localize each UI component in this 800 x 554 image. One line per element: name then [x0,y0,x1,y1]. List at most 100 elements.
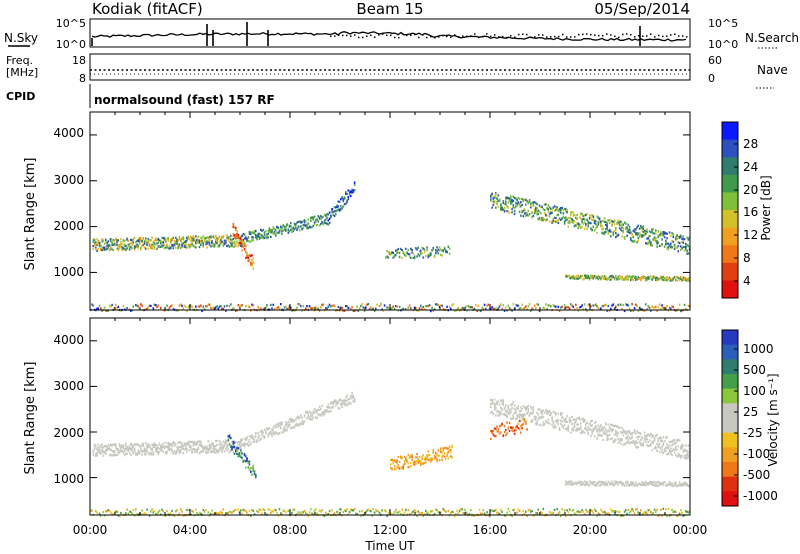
power-echo [566,211,568,214]
velocity-echo [320,407,322,410]
velocity-echo [127,512,130,515]
power-echo [586,274,588,277]
power-echo [215,238,217,241]
velocity-echo [348,511,351,514]
power-echo [182,236,185,239]
velocity-echo [608,482,611,485]
velocity-echo [627,481,630,484]
velocity-echo [613,483,616,486]
velocity-echo [505,515,507,518]
power-echo [295,226,297,229]
power-echo [116,239,118,242]
power-echo [610,230,612,233]
power-echo [107,240,110,243]
power-echo [343,309,346,312]
velocity-echo [308,410,311,413]
power-echo [155,304,157,307]
nsearch-point [542,34,544,36]
power-echo [423,248,426,251]
power-echo [521,197,523,201]
velocity-echo [240,509,242,512]
date-title: 05/Sep/2014 [594,0,690,18]
power-echo [562,212,565,215]
power-echo [610,235,612,238]
power-echo [635,228,637,231]
power-echo [235,242,237,245]
power-echo [130,238,132,241]
velocity-echo [97,443,100,446]
power-echo [445,250,447,253]
power-echo [602,276,605,279]
power-echo [410,247,412,250]
power-echo [186,246,188,249]
velocity-echo [513,432,516,435]
power-echo [607,277,610,280]
velocity-echo [593,421,596,424]
velocity-echo [652,442,655,445]
velocity-echo [633,441,636,444]
power-echo [238,240,241,243]
velocity-echo [185,447,187,450]
velocity-echo [596,437,598,440]
velocity-echo [181,510,183,513]
velocity-echo [628,432,631,435]
power-echo [203,237,206,240]
power-echo [125,248,127,251]
power-echo [501,307,503,310]
power-echo [107,246,110,249]
velocity-echo [313,408,316,411]
power-echo [610,278,612,281]
velocity-echo [268,508,271,511]
xtick-20: 20:00 [573,523,608,537]
power-echo [586,277,588,280]
power-echo [326,222,328,225]
velocity-echo [163,445,166,448]
power-echo [200,304,202,307]
power-echo [276,231,278,234]
velocity-echo [141,453,143,456]
velocity-colorbar-swatch [722,462,738,478]
power-echo [598,221,601,224]
velocity-echo [306,513,308,516]
power-echo [543,203,546,206]
power-echo [685,308,687,311]
velocity-echo [638,482,641,485]
velocity-echo [620,514,622,518]
power-echo [156,242,158,245]
velocity-echo [425,461,427,464]
power-echo [582,278,585,281]
power-echo [517,304,520,307]
velocity-echo [543,411,546,414]
power-echo [116,247,118,250]
velocity-echo [105,452,107,455]
velocity-echo [681,443,683,447]
velocity-echo [258,508,261,511]
velocity-echo [643,483,646,486]
velocity-echo [661,482,663,485]
power-echo [668,279,671,282]
power-echo [553,216,556,219]
velocity-echo [503,412,506,416]
velocity-echo [323,409,326,412]
velocity-echo [250,467,252,470]
power-echo [247,259,250,263]
power-echo [555,205,557,209]
velocity-echo [105,449,107,452]
velocity-echo [346,399,348,402]
power-echo [565,306,567,309]
power-echo [207,303,210,306]
velocity-echo [592,427,595,430]
velocity-echo [597,428,600,431]
power-echo [573,277,576,280]
velocity-echo [596,481,598,484]
velocity-echo [522,416,525,419]
power-echo [313,215,316,218]
power-echo [270,235,272,238]
power-echo [112,239,115,242]
power-echo [557,219,560,222]
power-echo [267,236,270,239]
power-echo [595,220,597,223]
velocity-echo [592,482,595,485]
velocity-echo [608,433,611,436]
velocity-echo [591,481,593,484]
